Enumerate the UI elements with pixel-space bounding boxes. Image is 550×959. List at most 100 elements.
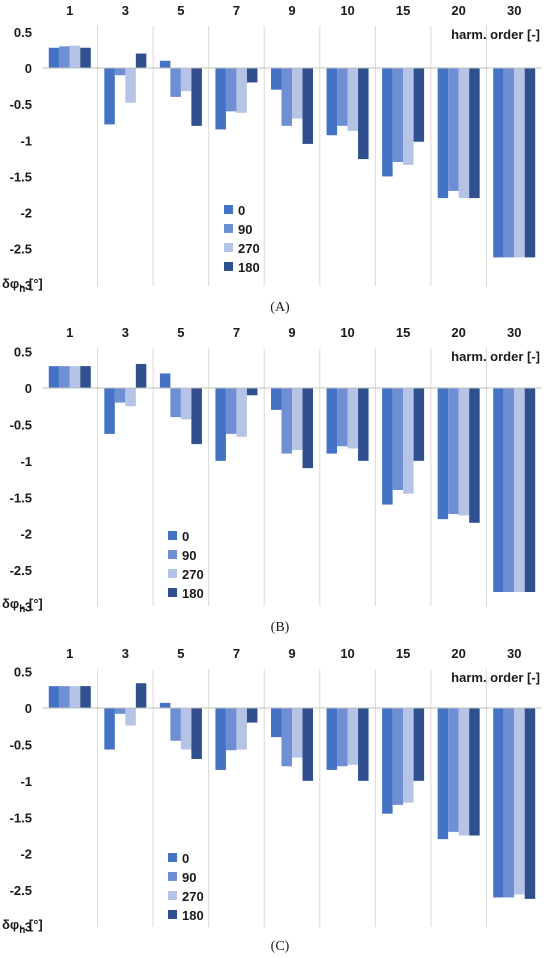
bar-0-h15	[382, 388, 393, 505]
bar-90-h7	[225, 68, 237, 112]
bar-270-h9	[292, 388, 303, 450]
bar-0-h1	[48, 366, 60, 388]
bar-0-h9	[271, 708, 282, 738]
bar-270-h15	[403, 708, 414, 803]
bar-90-h3	[114, 388, 126, 403]
y-tick-label: -2	[20, 206, 32, 221]
bar-270-h1	[69, 686, 81, 708]
bar-270-h3	[125, 388, 136, 407]
bar-90-h20	[448, 388, 459, 515]
bar-180-h7	[246, 68, 258, 83]
category-label: 1	[66, 646, 73, 661]
bar-90-h15	[392, 708, 404, 805]
bar-270-h20	[458, 68, 470, 199]
bar-270-h7	[236, 388, 247, 437]
bar-90-h1	[59, 366, 70, 388]
bar-180-h15	[413, 68, 425, 142]
y-tick-label: 0	[25, 61, 32, 76]
bar-0-h3	[104, 68, 115, 125]
bar-180-h10	[358, 68, 369, 160]
bar-180-h9	[302, 388, 313, 469]
category-label: 5	[177, 325, 184, 340]
legend-label-0: 0	[182, 851, 189, 866]
category-label: 7	[233, 325, 240, 340]
panel-caption: (A)	[270, 300, 290, 315]
bar-180-h9	[302, 68, 313, 144]
y-tick-label: -2	[20, 527, 32, 542]
y-tick-label: 0	[25, 381, 32, 396]
y-tick-label: -0.5	[10, 737, 32, 752]
bar-90-h30	[503, 388, 515, 592]
bar-180-h30	[524, 708, 536, 899]
bar-270-h30	[514, 68, 525, 258]
bar-270-h10	[347, 68, 359, 131]
bar-270-h1	[69, 45, 81, 68]
panel-caption: (C)	[271, 939, 290, 954]
x-axis-title: harm. order [-]	[451, 670, 540, 685]
legend-label-180: 180	[238, 260, 260, 275]
bar-90-h7	[225, 388, 237, 434]
bar-0-h10	[326, 388, 338, 454]
category-label: 10	[340, 646, 354, 661]
bar-270-h20	[458, 388, 470, 516]
legend-label-180: 180	[182, 586, 204, 601]
legend-label-180: 180	[182, 908, 204, 923]
bar-270-h5	[180, 388, 192, 420]
category-label: 10	[340, 325, 354, 340]
bar-180-h1	[80, 686, 91, 708]
bar-0-h3	[104, 708, 115, 750]
bar-180-h7	[246, 388, 258, 396]
y-tick-label: -2.5	[10, 242, 32, 257]
legend-label-270: 270	[182, 889, 204, 904]
bar-180-h3	[135, 53, 147, 68]
bar-270-h3	[125, 68, 136, 103]
y-tick-label: -3	[20, 600, 32, 615]
bar-270-h9	[292, 68, 303, 119]
category-label: 15	[396, 325, 410, 340]
bar-180-h20	[469, 708, 480, 836]
legend-swatch-0	[168, 531, 177, 540]
category-label: 7	[233, 646, 240, 661]
bar-0-h20	[437, 388, 449, 520]
bar-90-h15	[392, 388, 404, 490]
y-axis-title: δφh [°]	[2, 276, 43, 295]
category-label: 30	[507, 646, 521, 661]
legend-label-270: 270	[238, 241, 260, 256]
y-tick-label: 0	[25, 701, 32, 716]
bar-270-h3	[125, 708, 136, 726]
category-label: 10	[340, 3, 354, 18]
y-tick-label: 0.5	[14, 25, 32, 40]
category-label: 30	[507, 325, 521, 340]
bar-270-h5	[180, 708, 192, 750]
y-tick-label: -1	[20, 774, 32, 789]
y-tick-label: -0.5	[10, 417, 32, 432]
bar-180-h20	[469, 388, 480, 523]
bar-90-h9	[281, 68, 292, 126]
bar-270-h9	[292, 708, 303, 758]
y-tick-label: -1.5	[10, 810, 32, 825]
legend-swatch-90	[168, 550, 177, 559]
bar-0-h7	[215, 388, 226, 461]
bar-90-h5	[170, 68, 181, 97]
bar-0-h7	[215, 708, 226, 770]
category-label: 1	[66, 3, 73, 18]
bar-0-h30	[493, 388, 504, 592]
y-tick-label: -3	[20, 920, 32, 935]
bar-0-h30	[493, 708, 504, 898]
legend-swatch-90	[168, 872, 177, 881]
chart-panel-2: 1 3 5 7 9 10 15 20 30 0.5 0 -0.5 -1 -1.5 -2 -2.5 -3 harm.…	[2, 325, 542, 635]
bar-180-h5	[191, 68, 202, 126]
category-label: 7	[233, 3, 240, 18]
bar-270-h30	[514, 388, 525, 592]
bar-90-h5	[170, 708, 181, 741]
y-tick-label: 0.5	[14, 345, 32, 360]
bar-90-h30	[503, 708, 515, 898]
bar-90-h10	[337, 708, 348, 767]
category-label: 20	[451, 325, 465, 340]
legend-label-90: 90	[182, 870, 196, 885]
bar-270-h30	[514, 708, 525, 895]
bar-90-h10	[337, 388, 348, 447]
category-label: 9	[288, 3, 295, 18]
category-label: 3	[122, 325, 129, 340]
legend-swatch-0	[168, 853, 177, 862]
